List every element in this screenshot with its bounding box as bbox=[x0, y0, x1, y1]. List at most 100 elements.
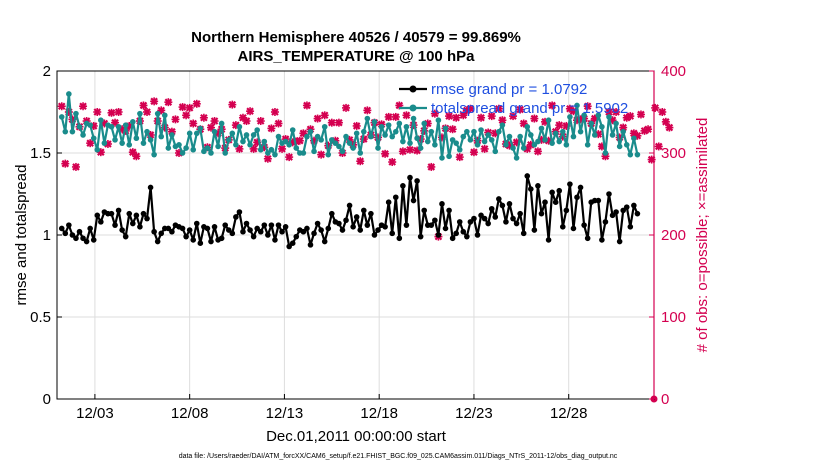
obs-marker bbox=[555, 121, 564, 130]
series-point bbox=[225, 227, 232, 233]
y-tick-label: 1 bbox=[43, 227, 51, 244]
obs-marker bbox=[583, 102, 592, 111]
series-point bbox=[265, 150, 271, 156]
series-point bbox=[552, 199, 559, 205]
series-point bbox=[69, 232, 76, 238]
series-point bbox=[218, 235, 225, 242]
obs-marker bbox=[654, 142, 663, 151]
series-point bbox=[538, 125, 545, 132]
series-point bbox=[346, 202, 353, 209]
y2-tick-label: 200 bbox=[661, 227, 686, 244]
obs-marker bbox=[548, 101, 557, 110]
obs-marker bbox=[71, 162, 80, 171]
series-point bbox=[382, 224, 388, 230]
series-point bbox=[606, 114, 612, 120]
series-point bbox=[474, 232, 481, 238]
series-point bbox=[492, 214, 499, 220]
x-axis-label: Dec.01,2011 00:00:00 start bbox=[266, 428, 447, 445]
series-point bbox=[574, 194, 580, 201]
series-point bbox=[567, 181, 573, 187]
series-point bbox=[442, 125, 449, 132]
obs-marker bbox=[189, 119, 198, 128]
series-point bbox=[261, 138, 268, 145]
series-point bbox=[453, 140, 459, 146]
series-point bbox=[154, 238, 161, 245]
series-point bbox=[417, 145, 424, 151]
obs-marker bbox=[178, 103, 187, 112]
series-point bbox=[158, 133, 165, 140]
series-point bbox=[318, 227, 324, 233]
series-point bbox=[570, 225, 577, 232]
series-point bbox=[410, 115, 417, 122]
series-point bbox=[197, 125, 204, 132]
series-point bbox=[240, 228, 246, 235]
series-point bbox=[279, 228, 285, 235]
series-point bbox=[222, 150, 229, 156]
series-point bbox=[282, 224, 289, 230]
series-point bbox=[336, 143, 342, 150]
series-point bbox=[165, 225, 172, 232]
x-tick-label: 12/23 bbox=[455, 405, 493, 422]
series-point bbox=[58, 225, 65, 232]
series-point bbox=[265, 232, 271, 238]
obs-marker bbox=[498, 116, 507, 125]
series-point bbox=[76, 228, 83, 235]
series-point bbox=[254, 225, 260, 232]
series-point bbox=[513, 220, 520, 227]
series-point bbox=[94, 212, 101, 219]
series-point bbox=[542, 137, 548, 143]
series-point bbox=[211, 224, 218, 230]
obs-marker bbox=[93, 108, 102, 116]
obs-marker bbox=[612, 108, 621, 116]
series-point bbox=[186, 130, 193, 137]
series-point bbox=[115, 123, 122, 130]
series-point bbox=[204, 225, 211, 232]
series-point bbox=[343, 133, 349, 140]
series-point bbox=[364, 115, 371, 122]
series-point bbox=[236, 209, 243, 215]
series-point bbox=[623, 204, 630, 210]
series-point bbox=[488, 205, 495, 212]
series-point bbox=[535, 138, 541, 145]
series-point bbox=[556, 187, 563, 194]
series-point bbox=[208, 238, 214, 245]
series-point bbox=[325, 151, 332, 158]
series-point bbox=[233, 142, 239, 148]
y-tick-label: 1.5 bbox=[30, 145, 51, 162]
series-point bbox=[456, 219, 463, 225]
series-point bbox=[464, 233, 470, 240]
obs-marker bbox=[626, 112, 635, 121]
obs-marker bbox=[171, 115, 180, 124]
series-point bbox=[272, 151, 278, 158]
series-point bbox=[567, 114, 573, 120]
series-point bbox=[122, 122, 129, 128]
series-point bbox=[257, 228, 264, 235]
series-point bbox=[250, 132, 257, 138]
series-point bbox=[414, 135, 420, 142]
series-point bbox=[183, 145, 189, 151]
series-point bbox=[179, 225, 186, 232]
series-point bbox=[165, 145, 172, 151]
series-point bbox=[478, 127, 484, 133]
series-point bbox=[442, 225, 449, 232]
series-point bbox=[332, 140, 339, 146]
obs-marker bbox=[61, 159, 70, 168]
obs-marker bbox=[86, 139, 95, 148]
series-point bbox=[247, 227, 253, 233]
obs-marker bbox=[302, 101, 311, 110]
series-point bbox=[314, 220, 321, 227]
obs-marker bbox=[651, 103, 660, 112]
obs-marker bbox=[448, 125, 457, 134]
obs-marker bbox=[469, 148, 478, 157]
obs-marker bbox=[430, 109, 439, 118]
series-point bbox=[559, 224, 566, 230]
series-point bbox=[193, 130, 200, 137]
legend-rmse-label: rmse grand pr = 1.0792 bbox=[431, 81, 587, 98]
obs-marker bbox=[192, 99, 201, 108]
series-point bbox=[584, 142, 591, 148]
series-point bbox=[275, 222, 282, 228]
series-point bbox=[602, 150, 609, 156]
obs-marker bbox=[342, 103, 351, 112]
series-point bbox=[389, 230, 396, 237]
obs-markers bbox=[57, 97, 674, 403]
